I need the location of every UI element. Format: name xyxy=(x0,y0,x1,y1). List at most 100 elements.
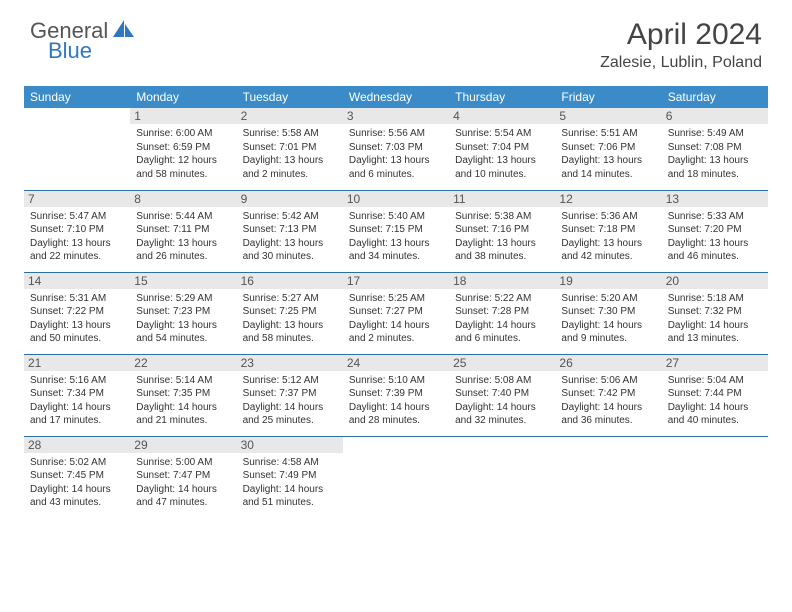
day-number: 29 xyxy=(130,437,236,453)
sunrise-text: Sunrise: 5:27 AM xyxy=(243,292,337,306)
day-number: 8 xyxy=(130,191,236,207)
day-number: 19 xyxy=(555,273,661,289)
daylight1-text: Daylight: 13 hours xyxy=(243,154,337,168)
day-number: 17 xyxy=(343,273,449,289)
day-number: 4 xyxy=(449,108,555,124)
daylight2-text: and 58 minutes. xyxy=(243,332,337,346)
day-number: 11 xyxy=(449,191,555,207)
sunrise-text: Sunrise: 5:40 AM xyxy=(349,210,443,224)
day-number: 21 xyxy=(24,355,130,371)
day-number: 2 xyxy=(237,108,343,124)
daylight2-text: and 6 minutes. xyxy=(455,332,549,346)
calendar-cell: 18Sunrise: 5:22 AMSunset: 7:28 PMDayligh… xyxy=(449,272,555,354)
sunrise-text: Sunrise: 5:10 AM xyxy=(349,374,443,388)
calendar-cell: 16Sunrise: 5:27 AMSunset: 7:25 PMDayligh… xyxy=(237,272,343,354)
sunrise-text: Sunrise: 5:51 AM xyxy=(561,127,655,141)
calendar-cell: 17Sunrise: 5:25 AMSunset: 7:27 PMDayligh… xyxy=(343,272,449,354)
day-number: 25 xyxy=(449,355,555,371)
calendar-cell: 14Sunrise: 5:31 AMSunset: 7:22 PMDayligh… xyxy=(24,272,130,354)
sunset-text: Sunset: 7:06 PM xyxy=(561,141,655,155)
calendar-cell: 6Sunrise: 5:49 AMSunset: 7:08 PMDaylight… xyxy=(662,108,768,190)
calendar-cell: 22 Sunrise: 5:14 AMSunset: 7:35 PMDayligh… xyxy=(130,354,236,436)
day-number: 24 xyxy=(343,355,449,371)
calendar-cell: 9 Sunrise: 5:42 AMSunset: 7:13 PMDaylight… xyxy=(237,190,343,272)
calendar-cell: 4Sunrise: 5:54 AMSunset: 7:04 PMDaylight… xyxy=(449,108,555,190)
day-number: 10 xyxy=(343,191,449,207)
daylight2-text: and 14 minutes. xyxy=(561,168,655,182)
daylight1-text: Daylight: 14 hours xyxy=(243,483,337,497)
day-number: 14 xyxy=(24,273,130,289)
daylight1-text: Daylight: 14 hours xyxy=(136,483,230,497)
logo-sail-icon xyxy=(113,20,135,43)
sunrise-text: Sunrise: 5:18 AM xyxy=(668,292,762,306)
calendar-cell: 23Sunrise: 5:12 AMSunset: 7:37 PMDayligh… xyxy=(237,354,343,436)
sunset-text: Sunset: 7:15 PM xyxy=(349,223,443,237)
sunrise-text: Sunrise: 4:58 AM xyxy=(243,456,337,470)
daylight2-text: and 42 minutes. xyxy=(561,250,655,264)
daylight1-text: Daylight: 13 hours xyxy=(30,237,124,251)
daylight1-text: Daylight: 14 hours xyxy=(30,401,124,415)
daylight1-text: Daylight: 14 hours xyxy=(668,319,762,333)
day-number: 27 xyxy=(662,355,768,371)
calendar-cell: 8Sunrise: 5:44 AMSunset: 7:11 PMDaylight… xyxy=(130,190,236,272)
calendar-cell: 13Sunrise: 5:33 AMSunset: 7:20 PMDayligh… xyxy=(662,190,768,272)
sunrise-text: Sunrise: 5:54 AM xyxy=(455,127,549,141)
daylight1-text: Daylight: 14 hours xyxy=(30,483,124,497)
sunset-text: Sunset: 7:40 PM xyxy=(455,387,549,401)
sunset-text: Sunset: 7:42 PM xyxy=(561,387,655,401)
day-number: 1 xyxy=(130,108,236,124)
day-header: Wednesday xyxy=(343,86,449,108)
calendar-cell: 28Sunrise: 5:02 AMSunset: 7:45 PMDayligh… xyxy=(24,436,130,518)
sunrise-text: Sunrise: 6:00 AM xyxy=(136,127,230,141)
calendar-cell: 3Sunrise: 5:56 AMSunset: 7:03 PMDaylight… xyxy=(343,108,449,190)
calendar-cell: 11Sunrise: 5:38 AMSunset: 7:16 PMDayligh… xyxy=(449,190,555,272)
daylight1-text: Daylight: 13 hours xyxy=(243,237,337,251)
sunset-text: Sunset: 7:10 PM xyxy=(30,223,124,237)
sunrise-text: Sunrise: 5:44 AM xyxy=(136,210,230,224)
sunset-text: Sunset: 7:30 PM xyxy=(561,305,655,319)
calendar-cell xyxy=(343,436,449,518)
sunrise-text: Sunrise: 5:42 AM xyxy=(243,210,337,224)
sunrise-text: Sunrise: 5:14 AM xyxy=(136,374,230,388)
daylight1-text: Daylight: 13 hours xyxy=(136,237,230,251)
daylight2-text: and 50 minutes. xyxy=(30,332,124,346)
daylight2-text: and 36 minutes. xyxy=(561,414,655,428)
sunrise-text: Sunrise: 5:06 AM xyxy=(561,374,655,388)
calendar-cell: 24Sunrise: 5:10 AMSunset: 7:39 PMDayligh… xyxy=(343,354,449,436)
calendar-cell: 10Sunrise: 5:40 AMSunset: 7:15 PMDayligh… xyxy=(343,190,449,272)
daylight1-text: Daylight: 13 hours xyxy=(455,154,549,168)
daylight1-text: Daylight: 13 hours xyxy=(668,154,762,168)
day-number: 9 xyxy=(237,191,343,207)
daylight1-text: Daylight: 14 hours xyxy=(561,319,655,333)
calendar-week-row: 28Sunrise: 5:02 AMSunset: 7:45 PMDayligh… xyxy=(24,436,768,518)
calendar-cell: 27Sunrise: 5:04 AMSunset: 7:44 PMDayligh… xyxy=(662,354,768,436)
sunset-text: Sunset: 7:25 PM xyxy=(243,305,337,319)
daylight2-text: and 54 minutes. xyxy=(136,332,230,346)
sunset-text: Sunset: 7:35 PM xyxy=(136,387,230,401)
sunrise-text: Sunrise: 5:58 AM xyxy=(243,127,337,141)
day-number: 22 xyxy=(130,355,236,371)
daylight2-text: and 9 minutes. xyxy=(561,332,655,346)
daylight2-text: and 6 minutes. xyxy=(349,168,443,182)
daylight1-text: Daylight: 13 hours xyxy=(668,237,762,251)
daylight1-text: Daylight: 14 hours xyxy=(136,401,230,415)
sunset-text: Sunset: 7:13 PM xyxy=(243,223,337,237)
calendar-cell: 25Sunrise: 5:08 AMSunset: 7:40 PMDayligh… xyxy=(449,354,555,436)
calendar-cell: 5Sunrise: 5:51 AMSunset: 7:06 PMDaylight… xyxy=(555,108,661,190)
day-number: 3 xyxy=(343,108,449,124)
sunrise-text: Sunrise: 5:16 AM xyxy=(30,374,124,388)
calendar-cell xyxy=(662,436,768,518)
sunset-text: Sunset: 7:23 PM xyxy=(136,305,230,319)
sunrise-text: Sunrise: 5:29 AM xyxy=(136,292,230,306)
sunrise-text: Sunrise: 5:47 AM xyxy=(30,210,124,224)
daylight1-text: Daylight: 14 hours xyxy=(455,319,549,333)
daylight1-text: Daylight: 13 hours xyxy=(136,319,230,333)
calendar-table: SundayMondayTuesdayWednesdayThursdayFrid… xyxy=(24,86,768,518)
sunset-text: Sunset: 7:28 PM xyxy=(455,305,549,319)
daylight2-text: and 2 minutes. xyxy=(349,332,443,346)
daylight2-text: and 22 minutes. xyxy=(30,250,124,264)
calendar-cell xyxy=(449,436,555,518)
sunset-text: Sunset: 7:18 PM xyxy=(561,223,655,237)
sunrise-text: Sunrise: 5:36 AM xyxy=(561,210,655,224)
day-header: Monday xyxy=(130,86,236,108)
